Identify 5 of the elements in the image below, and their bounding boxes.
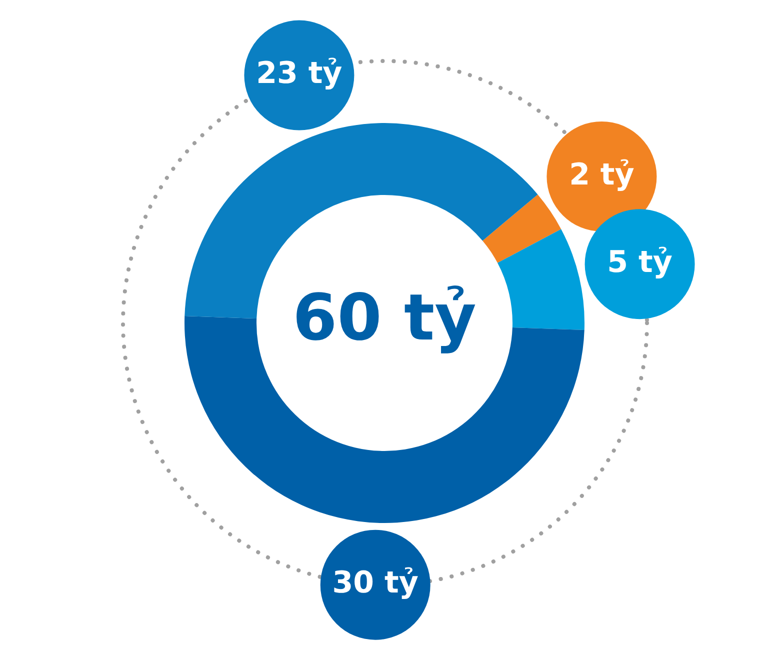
data-label: 30 tỷ <box>332 566 419 601</box>
text: 60 tỷ <box>292 282 476 356</box>
data-label: 2 tỷ <box>569 157 635 192</box>
data-label: 5 tỷ <box>607 244 673 280</box>
data-label: 23 tỷ <box>256 56 343 92</box>
